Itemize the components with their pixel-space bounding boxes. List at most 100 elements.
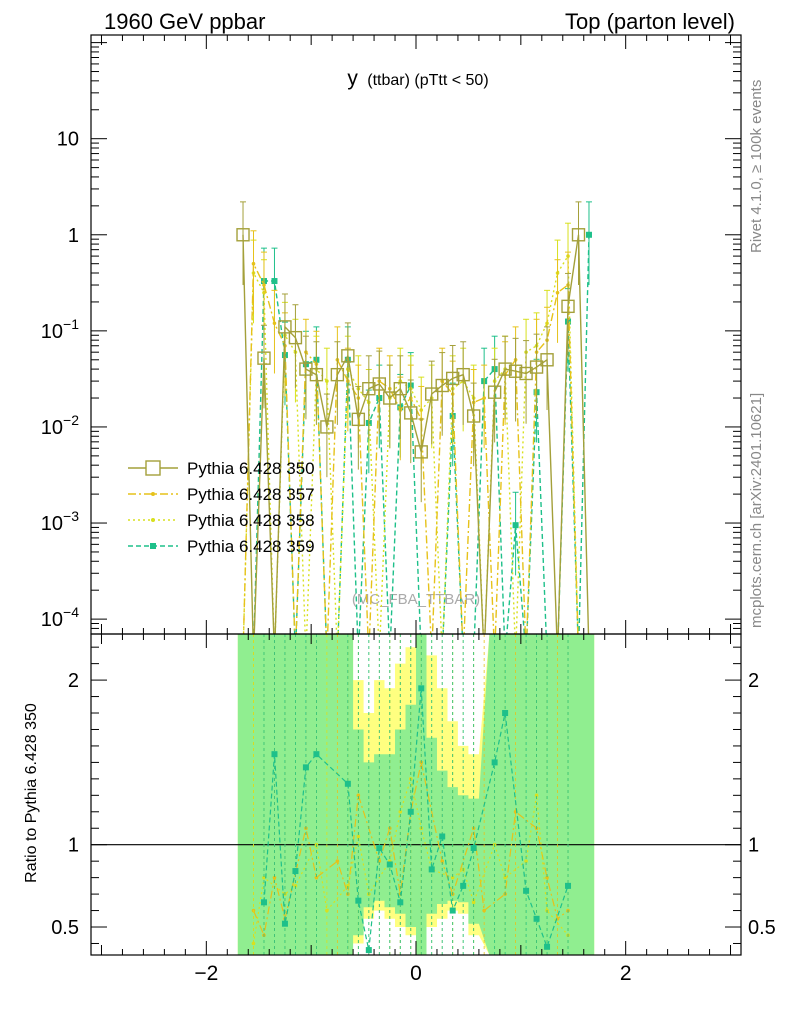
header-left-label: 1960 GeV ppbar <box>104 9 265 34</box>
data-point <box>251 261 256 266</box>
data-point <box>425 387 439 401</box>
axes-layer: −2 0 2 10 1 10−1 10−2 10−3 10−4 0.5 0.5 1 1 2 2 <box>41 34 776 985</box>
ratio-point <box>335 859 340 863</box>
ratio-point <box>449 907 456 914</box>
ratio-point <box>428 866 435 873</box>
ratio-y-tick-label: 1 <box>68 835 79 857</box>
ratio-point <box>407 808 414 815</box>
data-point <box>529 360 544 374</box>
data-point <box>320 420 334 434</box>
data-point <box>236 228 250 242</box>
ratio-point <box>262 875 266 880</box>
x-tick-label: −2 <box>194 962 218 985</box>
data-point <box>445 371 460 386</box>
data-point <box>404 406 418 420</box>
ratio-point <box>565 882 572 889</box>
y-tick-label: 1 <box>68 225 79 247</box>
data-point <box>508 364 523 378</box>
y-tick-label: 10−2 <box>41 412 79 439</box>
ratio-point <box>356 793 361 798</box>
legend-label: Pythia 6.428 358 <box>187 511 315 530</box>
ratio-y-tick-label-right: 1 <box>748 835 759 857</box>
ratio-point <box>524 859 528 863</box>
ratio-point <box>533 915 540 922</box>
main-plot-title: y (ttbar) (pTtt < 50) <box>347 67 488 90</box>
data-point <box>512 522 519 529</box>
data-point <box>540 353 554 367</box>
ratio-point <box>534 793 539 798</box>
legend-marker <box>150 543 156 549</box>
analysis-watermark: (MC_FBA_TTBAR) <box>352 591 480 608</box>
ratio-point <box>313 751 320 758</box>
title-main: y <box>347 67 358 90</box>
ratio-point <box>376 845 383 851</box>
data-point <box>585 231 592 238</box>
ratio-point <box>272 875 277 880</box>
ratio-point <box>260 899 267 906</box>
data-point <box>482 396 486 400</box>
ratio-point <box>365 947 372 954</box>
data-point <box>383 391 397 405</box>
data-point <box>456 367 470 382</box>
ratio-point <box>386 861 393 868</box>
ratio-point <box>293 884 298 888</box>
legend-label: Pythia 6.428 359 <box>187 537 315 556</box>
y-tick-label: 10−4 <box>41 604 79 631</box>
ratio-point <box>292 868 299 875</box>
data-point <box>351 412 366 427</box>
data-point <box>555 290 560 295</box>
legend-label: Pythia 6.428 350 <box>187 459 315 478</box>
ratio-point <box>397 899 404 906</box>
ratio-point <box>271 751 278 758</box>
ratio-band-green <box>237 634 595 955</box>
ratio-y-tick-label-right: 2 <box>748 670 759 692</box>
data-point <box>466 409 481 423</box>
ratio-point <box>450 875 455 880</box>
x-tick-label: 0 <box>410 962 422 985</box>
ratio-point <box>503 875 507 880</box>
ratio-point <box>356 834 361 839</box>
ratio-point <box>314 875 319 880</box>
ratio-point <box>281 920 288 927</box>
data-point <box>288 330 303 345</box>
data-point <box>330 367 345 382</box>
data-point <box>393 382 407 396</box>
ratio-point <box>439 833 446 840</box>
ratio-point <box>251 941 256 946</box>
y-tick-label: 10−1 <box>41 316 79 343</box>
x-tick-label: 2 <box>620 962 632 985</box>
data-point <box>372 377 387 391</box>
ratio-ylabel: Ratio to Pythia 6.428 350 <box>23 703 40 883</box>
series-line <box>242 234 590 634</box>
ratio-point <box>302 764 309 771</box>
ratio-point <box>544 943 551 950</box>
data-point <box>362 382 376 396</box>
main-plot-area <box>236 201 592 634</box>
data-point <box>435 378 449 393</box>
ratio-point <box>325 908 329 913</box>
ratio-point <box>470 845 477 851</box>
ratio-y-tick-label: 2 <box>68 670 79 692</box>
data-point <box>271 278 278 285</box>
y-tick-label: 10 <box>57 129 79 151</box>
data-point <box>262 283 266 287</box>
data-point <box>257 351 271 365</box>
data-point <box>498 362 512 376</box>
ratio-y-tick-label: 0.5 <box>51 917 79 939</box>
ratio-point <box>471 900 476 905</box>
legend-marker <box>151 518 155 522</box>
rivet-version-label: Rivet 4.1.0, ≥ 100k events <box>748 80 765 253</box>
data-point <box>487 385 502 399</box>
mcplots-source-label: mcplots.cern.ch [arXiv:2401.10621] <box>748 393 765 628</box>
ratio-point <box>344 780 351 787</box>
ratio-point <box>545 875 549 880</box>
data-point <box>272 321 277 326</box>
ratio-point <box>460 882 467 889</box>
data-point <box>341 349 355 363</box>
data-point <box>571 228 586 242</box>
title-sub: (ttbar) (pTtt < 50) <box>367 72 488 89</box>
ratio-point <box>440 859 445 863</box>
ratio-point <box>398 809 403 814</box>
data-point <box>309 367 324 382</box>
